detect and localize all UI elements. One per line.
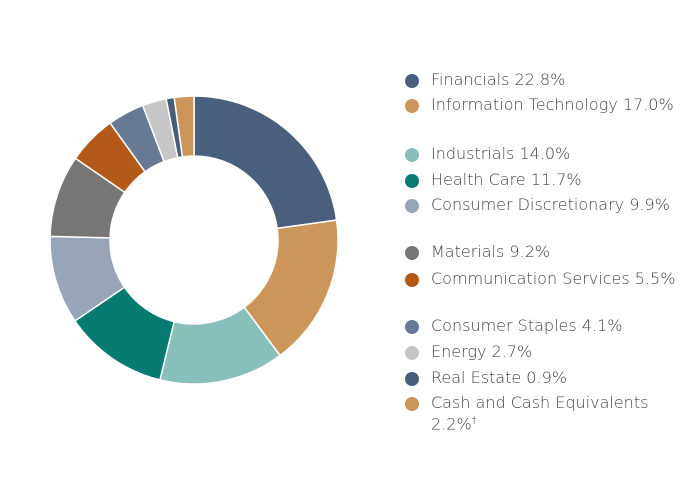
legend-label: Materials 9.2% (431, 242, 551, 261)
legend-label: Energy 2.7% (431, 342, 533, 361)
legend-marker (405, 99, 419, 113)
legend-marker (405, 273, 419, 287)
legend-item: Cash and Cash Equivalents 2.2%† (405, 393, 681, 434)
slice-financials (193, 95, 338, 230)
legend-marker (405, 148, 419, 162)
footnote-mark: † (471, 415, 477, 426)
legend-label: Real Estate 0.9% (431, 368, 567, 387)
legend-marker (405, 397, 419, 411)
legend-label: Cash and Cash Equivalents 2.2%† (431, 393, 649, 434)
legend-marker (405, 346, 419, 360)
legend-item: Energy 2.7% (405, 343, 681, 361)
legend-item: Consumer Staples 4.1% (405, 317, 681, 335)
legend-label: Financials 22.8% (431, 70, 566, 89)
legend-marker (405, 372, 419, 386)
legend-label: Consumer Discretionary 9.9% (431, 195, 670, 214)
legend-item: Financials 22.8% (405, 71, 681, 89)
legend-item: Materials 9.2% (405, 243, 681, 261)
legend-marker (405, 199, 419, 213)
legend-item: Real Estate 0.9% (405, 369, 681, 387)
legend-item: Industrials 14.0% (405, 145, 681, 163)
legend-item: Consumer Discretionary 9.9% (405, 196, 681, 214)
legend-marker (405, 74, 419, 88)
legend-item: Communication Services 5.5% (405, 270, 681, 288)
legend-label: Health Care 11.7% (431, 170, 582, 189)
legend-item: Information Technology 17.0% (405, 96, 681, 114)
legend-marker (405, 174, 419, 188)
slice-cash-and-cash-equivalents (173, 95, 195, 158)
legend-label: Information Technology 17.0% (431, 95, 674, 114)
legend-marker (405, 246, 419, 260)
legend-label: Consumer Staples 4.1% (431, 316, 623, 335)
legend-item: Health Care 11.7% (405, 171, 681, 189)
legend-label: Communication Services 5.5% (431, 269, 676, 288)
legend-label: Industrials 14.0% (431, 144, 571, 163)
legend-marker (405, 320, 419, 334)
